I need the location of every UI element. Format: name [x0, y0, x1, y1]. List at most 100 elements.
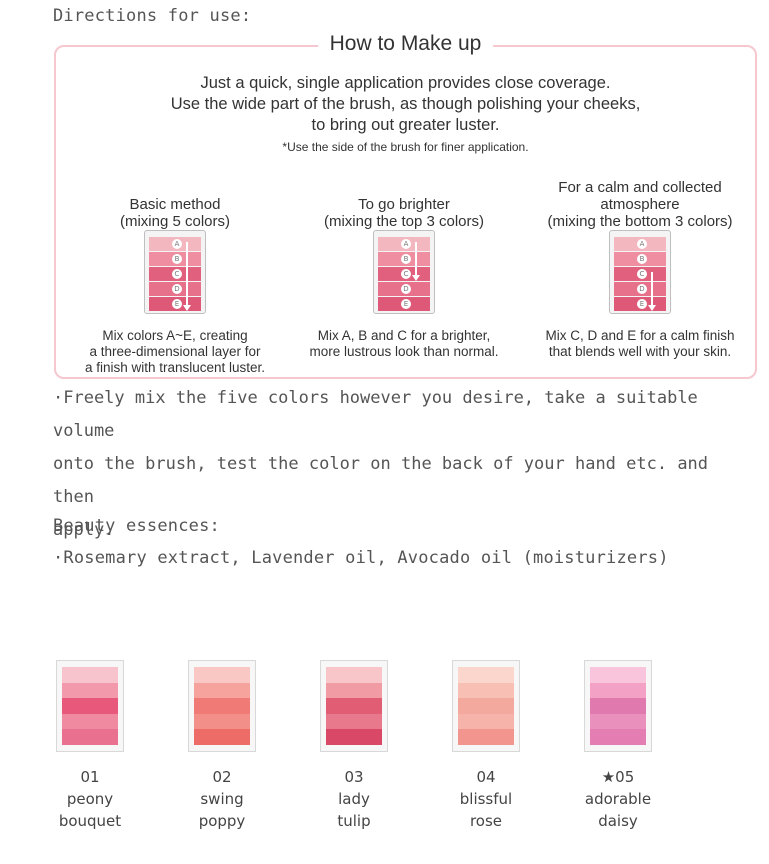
intro-note: *Use the side of the brush for finer app… [282, 140, 529, 154]
color-label: A [401, 239, 411, 249]
product-name-line: rose [469, 812, 503, 830]
directions-heading: Directions for use: [53, 6, 252, 26]
palette-stripe [590, 667, 646, 683]
color-label: B [172, 254, 182, 264]
color-label: B [401, 254, 411, 264]
color-label: D [637, 284, 647, 294]
product-name-line: bouquet [58, 812, 122, 830]
product-thumbnail[interactable] [452, 660, 520, 752]
method-title: For a calm and collected atmosphere (mix… [521, 179, 759, 230]
palette-pan [194, 667, 250, 745]
method-calm: For a calm and collected atmosphere (mix… [521, 179, 759, 360]
method-desc-line: Mix C, D and E for a calm finish [545, 328, 735, 343]
product-name-line: tulip [337, 812, 371, 830]
palette-stripe [194, 713, 250, 730]
palette-stripe [590, 682, 646, 699]
method-title-line: (mixing the bottom 3 colors) [547, 213, 733, 230]
palette-pan [62, 667, 118, 745]
palette-stripe [62, 713, 118, 730]
mix-arrow [651, 272, 653, 305]
palette-stripe [326, 729, 382, 745]
color-label: B [637, 254, 647, 264]
method-desc-line: more lustrous look than normal. [309, 344, 499, 359]
product-blissful-rose[interactable]: 04 blissful rose [431, 660, 541, 832]
product-name-line: daisy [598, 812, 638, 830]
product-thumbnail[interactable] [56, 660, 124, 752]
product-code: 02 [212, 768, 232, 786]
product-lady-tulip[interactable]: 03 lady tulip [299, 660, 409, 832]
product-name-line: peony [66, 790, 114, 808]
product-swing-poppy[interactable]: 02 swing poppy [167, 660, 277, 832]
palette-stripe [194, 729, 250, 745]
product-thumbnail[interactable] [188, 660, 256, 752]
palette-stripe [62, 729, 118, 745]
palette-stripe [194, 698, 250, 714]
method-description: Mix colors A~E, creating a three-dimensi… [56, 328, 294, 376]
palette-stripe [590, 729, 646, 745]
method-desc-line: a three-dimensional layer for [89, 344, 261, 359]
color-label: C [637, 269, 647, 279]
method-desc-line: Mix colors A~E, creating [102, 328, 248, 343]
palette-stripe [326, 698, 382, 714]
intro-text: Just a quick, single application provide… [56, 73, 755, 154]
color-label: D [172, 284, 182, 294]
mix-line: apply. [53, 520, 115, 540]
product-name-line: blissful [459, 790, 513, 808]
method-title-line: atmosphere [600, 196, 680, 213]
palette-pan [590, 667, 646, 745]
product-thumbnail[interactable] [584, 660, 652, 752]
intro-line: Use the wide part of the brush, as thoug… [170, 95, 641, 113]
product-name-line: adorable [584, 790, 652, 808]
method-brighter: To go brighter (mixing the top 3 colors)… [285, 180, 523, 360]
palette-stripe [590, 713, 646, 730]
color-label: C [401, 269, 411, 279]
method-title-line: (mixing 5 colors) [119, 213, 231, 230]
palette-stripe [458, 713, 514, 730]
palette-stripe [62, 682, 118, 699]
beauty-text: ·Rosemary extract, Lavender oil, Avocado… [53, 548, 669, 568]
method-title-line: For a calm and collected [558, 179, 722, 196]
color-label: E [637, 299, 647, 309]
palette-pan [326, 667, 382, 745]
palette-stripe [458, 667, 514, 683]
product-name-line: poppy [198, 812, 246, 830]
mix-arrow [186, 242, 188, 305]
method-desc-line: a finish with translucent luster. [84, 360, 266, 375]
color-label: A [172, 239, 182, 249]
product-code: ★05 [601, 768, 635, 786]
palette-stripe [590, 698, 646, 714]
intro-line: Just a quick, single application provide… [200, 74, 611, 92]
mix-arrow [415, 242, 417, 275]
color-label: C [172, 269, 182, 279]
arrow-head-icon [412, 275, 420, 281]
product-name-line: swing [200, 790, 244, 808]
color-label: E [401, 299, 411, 309]
palette-stripe [62, 698, 118, 714]
mix-line: ·Freely mix the five colors however you … [53, 388, 698, 441]
how-to-title: How to Make up [317, 32, 494, 56]
palette-stripe [326, 682, 382, 699]
color-label: D [401, 284, 411, 294]
method-title: To go brighter (mixing the top 3 colors) [285, 180, 523, 230]
product-peony-bouquet[interactable]: 01 peony bouquet [35, 660, 145, 832]
palette-stripe [458, 682, 514, 699]
method-description: Mix C, D and E for a calm finish that bl… [521, 328, 759, 360]
method-title-line: To go brighter [358, 196, 450, 213]
arrow-head-icon [648, 305, 656, 311]
palette-stripe [326, 713, 382, 730]
product-thumbnail[interactable] [320, 660, 388, 752]
palette-stripe [194, 682, 250, 699]
product-code: 01 [80, 768, 100, 786]
product-adorable-daisy[interactable]: ★05 adorable daisy [563, 660, 673, 832]
method-desc-line: that blends well with your skin. [548, 344, 732, 359]
color-label: E [172, 299, 182, 309]
method-title-line: Basic method [129, 196, 221, 213]
palette-stripe [458, 729, 514, 745]
palette-stripe [458, 698, 514, 714]
product-code: 03 [344, 768, 364, 786]
mix-line: onto the brush, test the color on the ba… [53, 454, 709, 507]
